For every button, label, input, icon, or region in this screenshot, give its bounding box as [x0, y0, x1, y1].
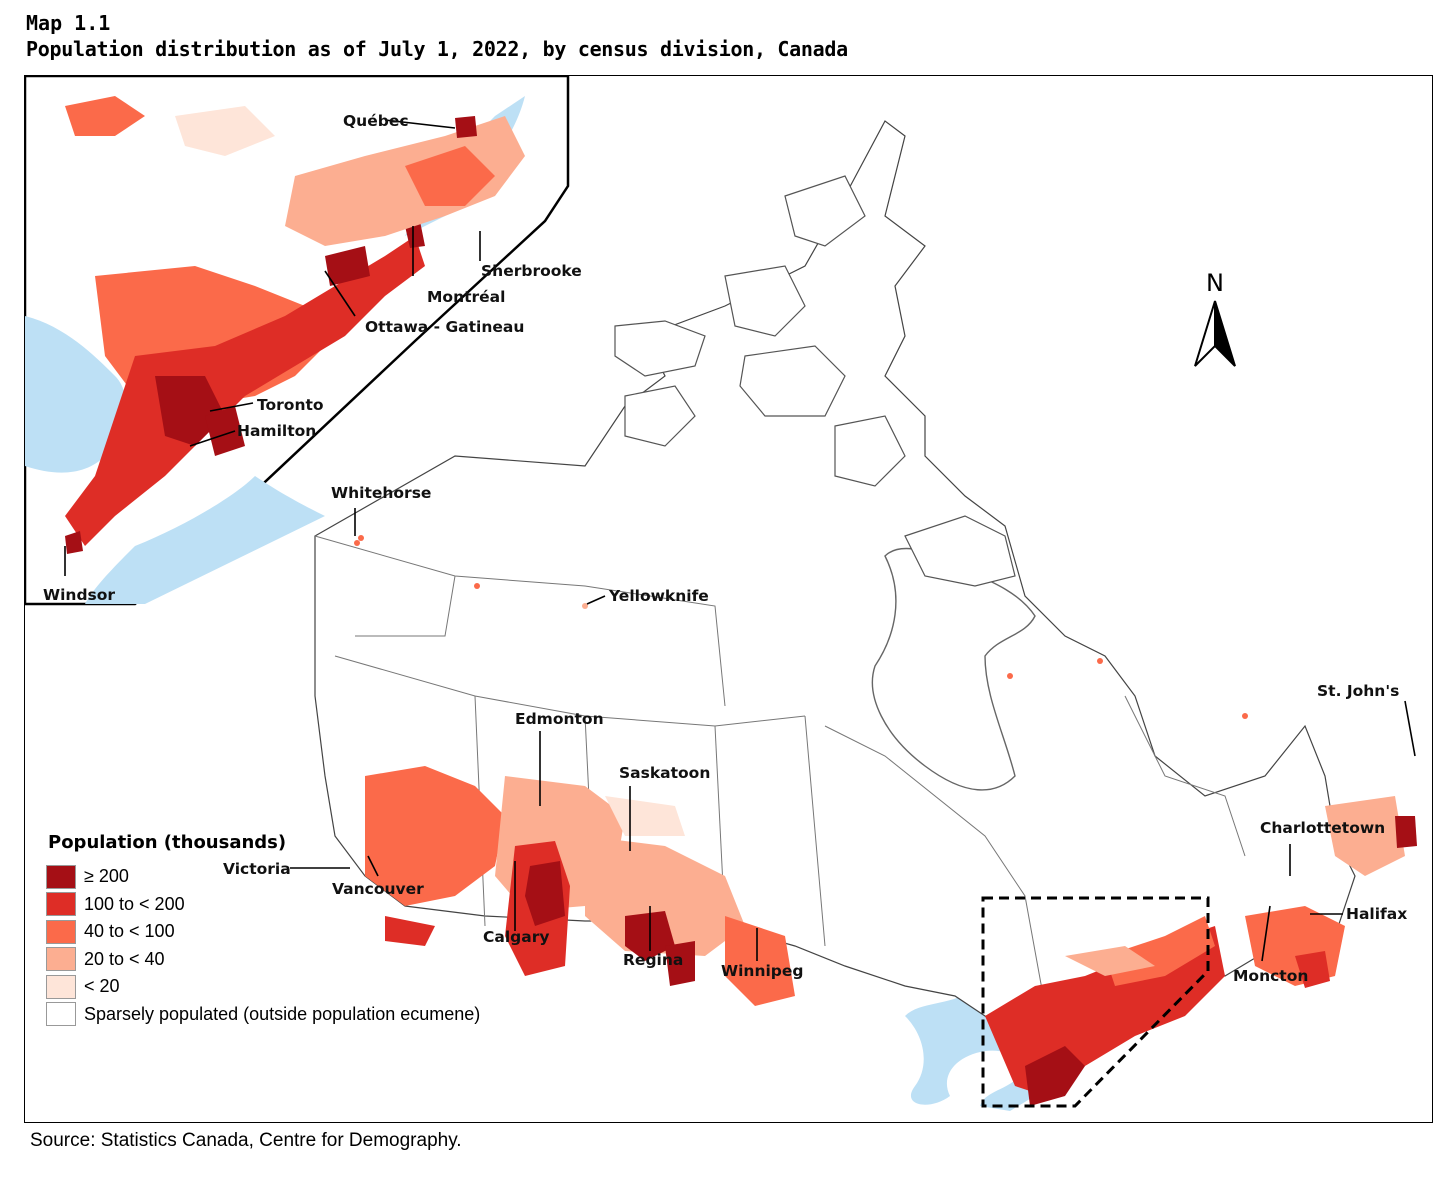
- inset-outline: [981, 896, 1210, 1108]
- city-label-moncton: Moncton: [1233, 967, 1308, 985]
- city-label-yellowknife: Yellowknife: [608, 587, 709, 605]
- legend-label: 20 to < 40: [84, 948, 165, 969]
- legend-item: ≥ 200: [46, 863, 584, 891]
- city-labels: Québec Sherbrooke Montréal Ottawa - Gati…: [43, 112, 1407, 985]
- city-label-regina: Regina: [623, 951, 683, 969]
- map-number: Map 1.1: [26, 11, 111, 35]
- legend-items: ≥ 200 100 to < 200 40 to < 100 20 to < 40 < …: [46, 863, 584, 1028]
- city-label-saskatoon: Saskatoon: [619, 764, 710, 782]
- inset-map: [25, 76, 570, 606]
- label-arrows: [64, 119, 1416, 962]
- map-title: Population distribution as of July 1, 20…: [26, 37, 848, 61]
- legend-swatch: [46, 919, 76, 944]
- source-note: Source: Statistics Canada, Centre for De…: [30, 1130, 462, 1151]
- legend-label: < 20: [84, 976, 120, 997]
- city-label-windsor: Windsor: [43, 586, 115, 604]
- city-label-victoria: Victoria: [223, 860, 291, 878]
- great-lakes: [855, 937, 1074, 1111]
- legend-item: 20 to < 40: [46, 946, 584, 974]
- map-frame: N Québec Sherbrooke Montréal Ottawa - Ga…: [24, 75, 1433, 1123]
- legend-swatch: [46, 1002, 76, 1027]
- map-title-block: Map 1.1 Population distribution as of Ju…: [26, 10, 848, 62]
- north-arrow: N: [1194, 269, 1236, 367]
- city-label-vancouver: Vancouver: [332, 880, 424, 898]
- legend: Population (thousands) ≥ 200 100 to < 200…: [24, 832, 584, 1028]
- legend-item: 40 to < 100: [46, 918, 584, 946]
- city-label-whitehorse: Whitehorse: [331, 484, 431, 502]
- legend-item: Sparsely populated (outside population e…: [46, 1001, 584, 1029]
- legend-item: 100 to < 200: [46, 891, 584, 919]
- city-label-edmonton: Edmonton: [515, 710, 604, 728]
- city-label-st-johns: St. John's: [1317, 682, 1399, 700]
- city-label-hamilton: Hamilton: [237, 422, 316, 440]
- canada-map: N Québec Sherbrooke Montréal Ottawa - Ga…: [25, 76, 1417, 1111]
- legend-label: 40 to < 100: [84, 921, 175, 942]
- city-label-halifax: Halifax: [1346, 905, 1407, 923]
- population-patches: [354, 535, 1417, 1106]
- legend-swatch: [46, 974, 76, 999]
- city-label-sherbrooke: Sherbrooke: [481, 262, 582, 280]
- city-label-calgary: Calgary: [483, 928, 549, 946]
- city-label-toronto: Toronto: [257, 396, 324, 414]
- city-label-ottawa-gatineau: Ottawa - Gatineau: [365, 318, 524, 336]
- north-label: N: [1206, 269, 1224, 297]
- city-label-charlottetown: Charlottetown: [1260, 819, 1385, 837]
- legend-swatch: [46, 947, 76, 972]
- legend-label: 100 to < 200: [84, 893, 185, 914]
- city-label-quebec: Québec: [343, 112, 409, 130]
- legend-swatch: [46, 892, 76, 917]
- city-label-montreal: Montréal: [427, 288, 505, 306]
- legend-label: Sparsely populated (outside population e…: [84, 1003, 481, 1024]
- legend-title: Population (thousands): [48, 832, 287, 853]
- legend-swatch: [46, 864, 76, 889]
- legend-item: < 20: [46, 973, 584, 1001]
- arctic-islands: [614, 175, 1016, 587]
- legend-label: ≥ 200: [84, 866, 129, 887]
- city-label-winnipeg: Winnipeg: [721, 962, 804, 980]
